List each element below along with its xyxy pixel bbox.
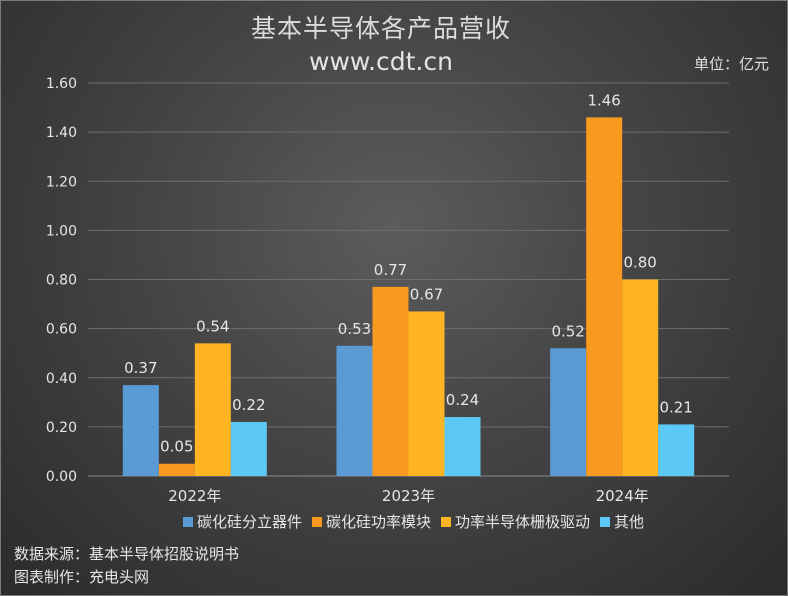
x-tick-label: 2024年 <box>596 487 649 505</box>
y-tick-label: 0.00 <box>46 469 77 485</box>
data-label: 0.52 <box>551 322 584 340</box>
legend-swatch <box>441 516 452 527</box>
bar <box>122 385 159 476</box>
y-tick-label: 1.20 <box>46 174 77 190</box>
source-note: 数据来源：基本半导体招股说明书 <box>14 545 240 563</box>
bar <box>194 343 231 476</box>
data-label: 1.46 <box>587 91 620 109</box>
legend-item: 功率半导体栅极驱动 <box>441 511 590 532</box>
legend-label: 碳化硅功率模块 <box>326 513 432 531</box>
legend-swatch <box>600 516 611 527</box>
bar <box>586 117 623 476</box>
data-label: 0.54 <box>196 317 229 335</box>
legend-label: 其他 <box>614 513 645 531</box>
bar <box>336 345 373 476</box>
data-label: 0.22 <box>232 396 265 414</box>
legend-item: 其他 <box>600 511 644 532</box>
chart-title: 基本半导体各产品营收 <box>250 14 511 43</box>
data-label: 0.05 <box>160 438 193 456</box>
bar <box>444 417 481 476</box>
data-label: 0.67 <box>410 285 443 303</box>
legend-item: 碳化硅分立器件 <box>183 511 302 532</box>
data-label: 0.53 <box>338 320 371 338</box>
y-tick-label: 0.60 <box>46 322 77 338</box>
bar <box>372 286 409 476</box>
data-label: 0.21 <box>659 398 692 416</box>
y-tick-label: 0.20 <box>46 420 77 436</box>
legend-swatch <box>312 516 323 527</box>
legend-label: 碳化硅分立器件 <box>197 513 303 531</box>
legend-swatch <box>183 516 193 527</box>
data-label: 0.24 <box>446 391 479 409</box>
x-tick-label: 2022年 <box>168 487 221 505</box>
bar <box>158 463 195 476</box>
y-tick-label: 1.00 <box>46 223 77 239</box>
legend-item: 碳化硅功率模块 <box>312 511 431 532</box>
chart-subtitle: www.cdt.cn <box>309 47 453 76</box>
bar <box>622 279 659 476</box>
y-tick-label: 1.40 <box>46 125 77 141</box>
y-tick-label: 1.60 <box>46 76 77 92</box>
bar <box>658 424 695 476</box>
x-tick-label: 2023年 <box>382 487 435 505</box>
y-tick-label: 0.80 <box>46 273 77 289</box>
bar <box>230 421 267 476</box>
chart-legend: 碳化硅分立器件 碳化硅功率模块 功率半导体栅极驱动 其他 <box>183 511 654 532</box>
unit-label: 单位：亿元 <box>693 55 769 73</box>
data-label: 0.80 <box>623 254 656 272</box>
author-note: 图表制作：充电头网 <box>14 568 150 586</box>
data-label: 0.77 <box>374 261 407 279</box>
y-tick-label: 0.40 <box>46 371 77 387</box>
data-label: 0.37 <box>124 359 157 377</box>
bar <box>408 311 445 476</box>
bar <box>550 348 587 476</box>
legend-label: 功率半导体栅极驱动 <box>455 513 591 531</box>
